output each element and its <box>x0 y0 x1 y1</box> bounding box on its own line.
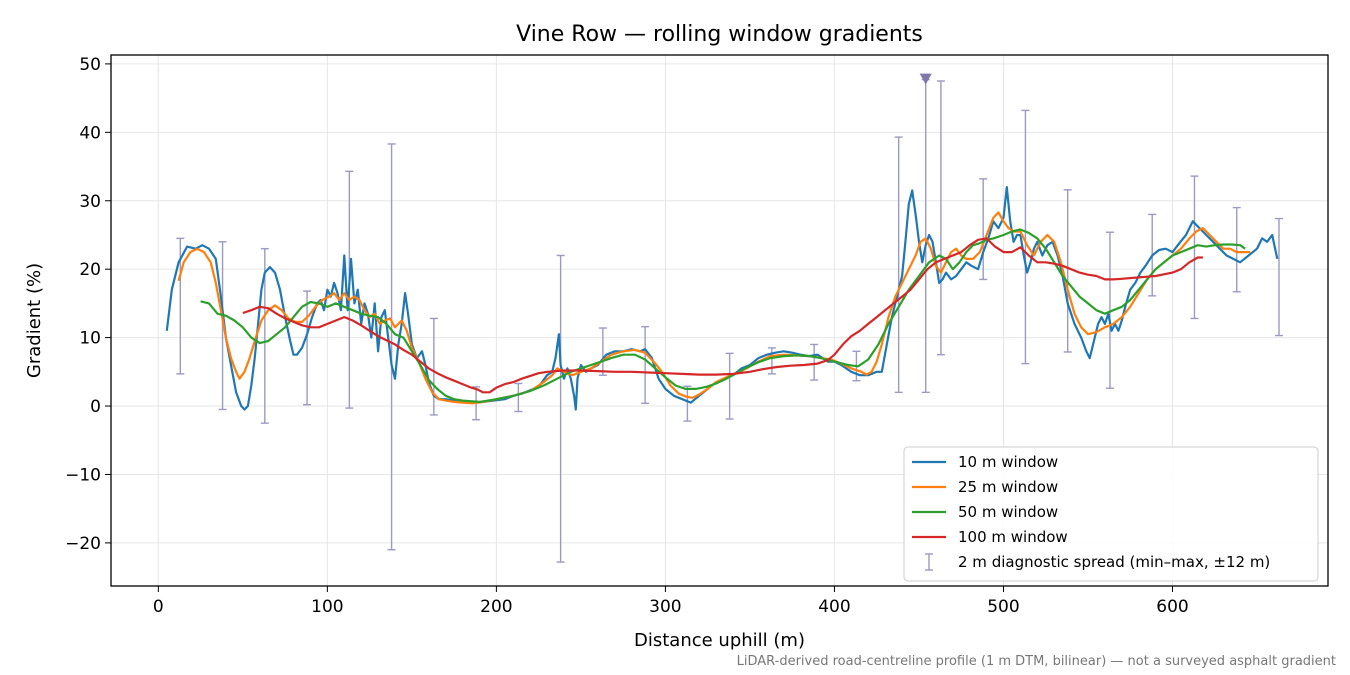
source-footnote: LiDAR-derived road-centreline profile (1… <box>737 654 1336 669</box>
plot-frame <box>110 54 1329 587</box>
errorbar <box>810 343 819 381</box>
legend: 10 m window 25 m window 50 m window 100 m w… <box>903 446 1319 582</box>
series-line-100-m-window <box>242 237 1203 394</box>
x-tick-label: 300 <box>649 597 681 617</box>
y-tick-label: 50 <box>79 55 101 75</box>
errorbar <box>556 254 565 563</box>
legend-label: 2 m diagnostic spread (min–max, ±12 m) <box>958 553 1270 571</box>
errorbar <box>725 352 734 420</box>
errorbar <box>598 327 607 376</box>
y-tick-label: 10 <box>79 329 101 349</box>
legend-box <box>903 446 1319 582</box>
x-axis-label: Distance uphill (m) <box>634 630 805 651</box>
legend-label: 50 m window <box>958 503 1058 521</box>
annotation-triangle <box>919 73 932 85</box>
y-tick-label: 20 <box>79 260 101 280</box>
errorbar <box>429 317 438 416</box>
series-lines <box>165 186 1279 411</box>
y-tick-label: 0 <box>90 397 101 417</box>
legend-label: 100 m window <box>958 528 1068 546</box>
y-tick-label: 30 <box>79 192 101 212</box>
grid <box>111 55 1328 586</box>
x-tick-label: 500 <box>987 597 1019 617</box>
errorbar <box>387 143 396 551</box>
errorbar <box>641 325 650 404</box>
x-tick-label: 600 <box>1156 597 1188 617</box>
errorbar <box>767 347 776 375</box>
legend-label: 25 m window <box>958 478 1058 496</box>
errorbar <box>1274 217 1283 337</box>
errorbar <box>1105 231 1114 389</box>
y-tick-label: −10 <box>65 465 101 485</box>
y-axis-ticks: −20 −10 0 10 20 30 40 50 <box>65 55 111 554</box>
annotation-marker <box>919 73 932 85</box>
errorbar <box>979 178 988 281</box>
errorbar <box>936 80 945 356</box>
x-tick-label: 400 <box>818 597 850 617</box>
errorbar <box>1232 206 1241 293</box>
errorbar <box>514 382 523 413</box>
x-tick-label: 0 <box>153 597 164 617</box>
errorbar <box>1021 109 1030 365</box>
y-tick-label: −20 <box>65 534 101 554</box>
x-tick-label: 100 <box>311 597 343 617</box>
series-line-50-m-window <box>200 228 1246 403</box>
series-line-10-m-window <box>165 186 1279 411</box>
legend-label: 10 m window <box>958 453 1058 471</box>
x-axis-ticks: 0 100 200 300 400 500 600 <box>153 586 1189 617</box>
errorbar <box>894 136 903 394</box>
x-tick-label: 200 <box>480 597 512 617</box>
chart-title: Vine Row — rolling window gradients <box>516 22 923 47</box>
y-tick-label: 40 <box>79 123 101 143</box>
y-axis-label: Gradient (%) <box>24 263 45 378</box>
errorbar <box>683 385 692 422</box>
errorbar <box>303 290 312 406</box>
errorbar <box>218 241 227 411</box>
errorbar <box>1063 189 1072 353</box>
